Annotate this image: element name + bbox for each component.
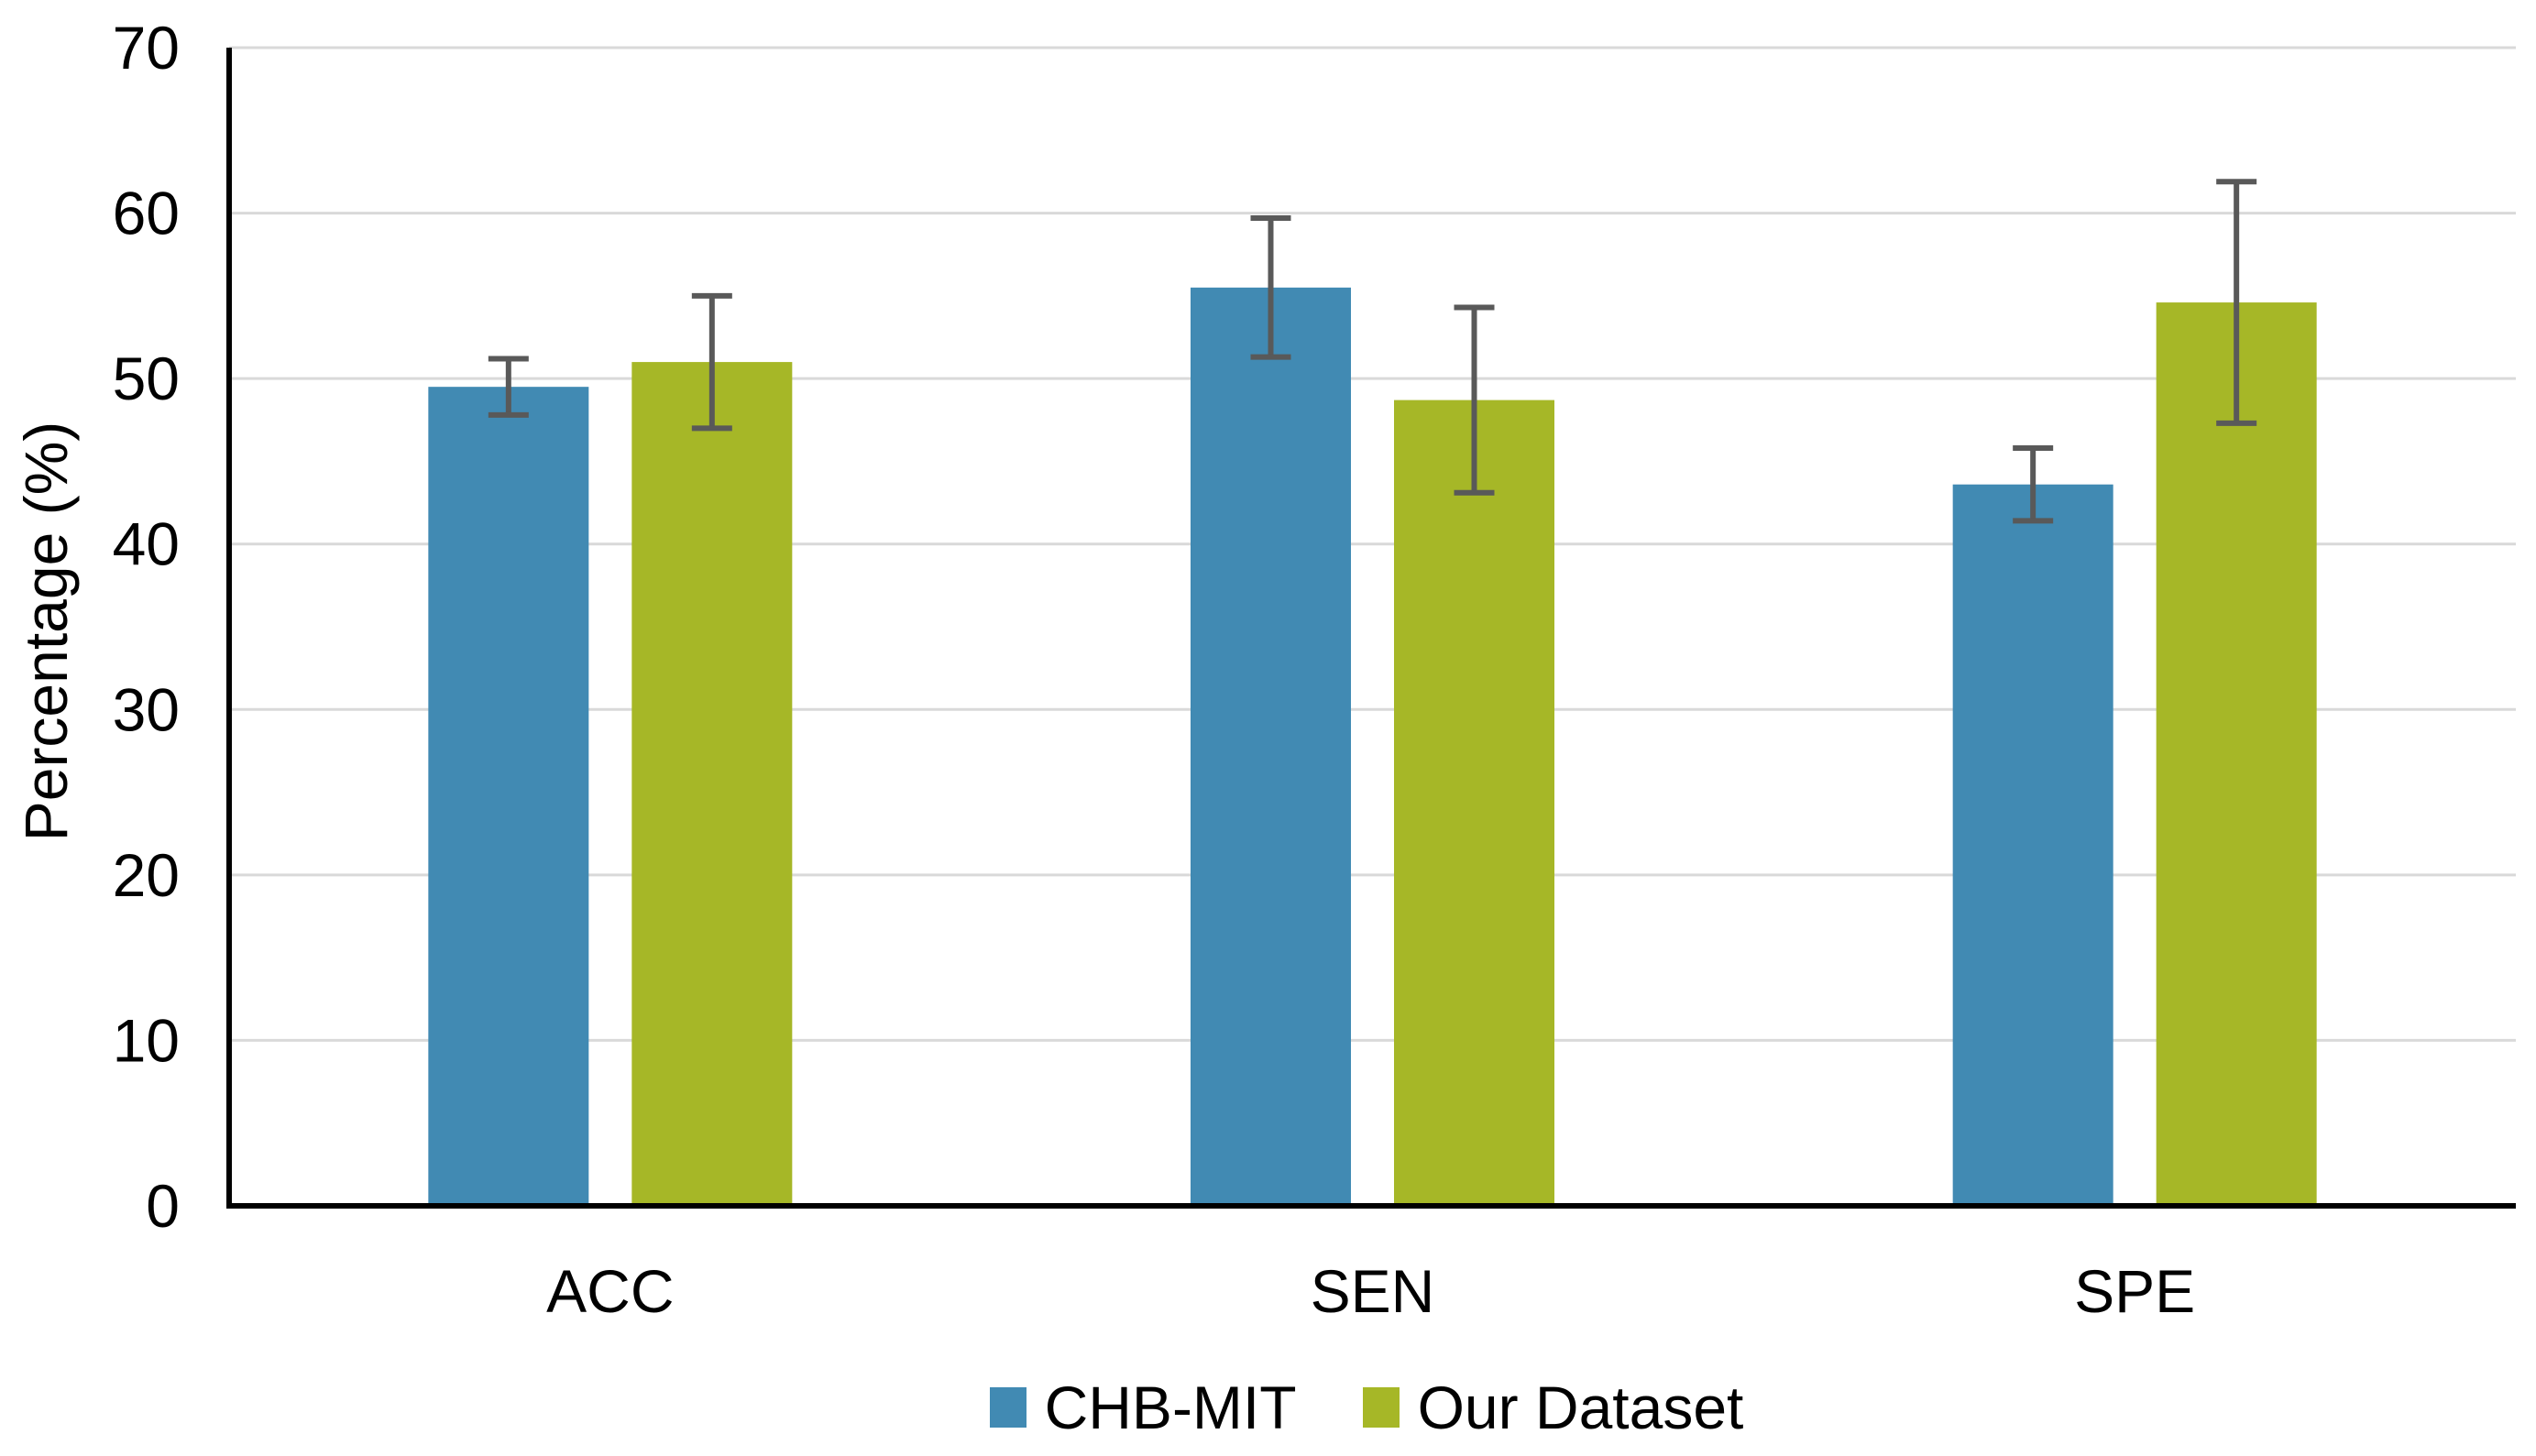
legend-swatch-our-dataset [1362,1387,1400,1428]
error-bar-our-dataset-sen [1454,304,1495,496]
legend-item-chb-mit: CHB-MIT [989,1373,1297,1442]
error-bar-our-dataset-acc [691,292,732,432]
bar-our-dataset-sen [1394,400,1554,1206]
x-category-label-sen: SEN [1311,1257,1435,1325]
bar-our-dataset-acc [631,362,793,1207]
y-tick-label-70: 70 [113,14,180,82]
y-tick-label-30: 30 [113,675,180,743]
legend-label-chb-mit: CHB-MIT [1044,1374,1297,1441]
y-tick-label-50: 50 [113,345,180,412]
legend: CHB-MIT Our Dataset [0,1373,2536,1442]
x-category-label-acc: ACC [546,1257,674,1325]
legend-item-our-dataset: Our Dataset [1362,1373,1744,1442]
error-bar-our-dataset-spe [2216,179,2257,426]
error-bar-chb-mit-sen [1250,214,1291,360]
bar-chb-mit-acc [428,387,589,1207]
error-bar-chb-mit-acc [488,356,529,418]
x-category-label-spe: SPE [2074,1257,2195,1325]
y-tick-label-10: 10 [113,1006,180,1074]
y-tick-label-60: 60 [113,180,180,247]
bar-our-dataset-spe [2156,302,2317,1207]
y-tick-label-0: 0 [146,1172,180,1240]
y-tick-label-40: 40 [113,510,180,578]
error-bar-chb-mit-spe [2013,444,2054,524]
bar-chb-mit-sen [1191,287,1351,1206]
y-tick-label-20: 20 [113,841,180,909]
legend-label-our-dataset: Our Dataset [1417,1374,1744,1441]
bar-chb-mit-spe [1952,484,2113,1206]
legend-swatch-chb-mit [989,1387,1026,1428]
y-axis-title: Percentage (%) [12,421,80,842]
